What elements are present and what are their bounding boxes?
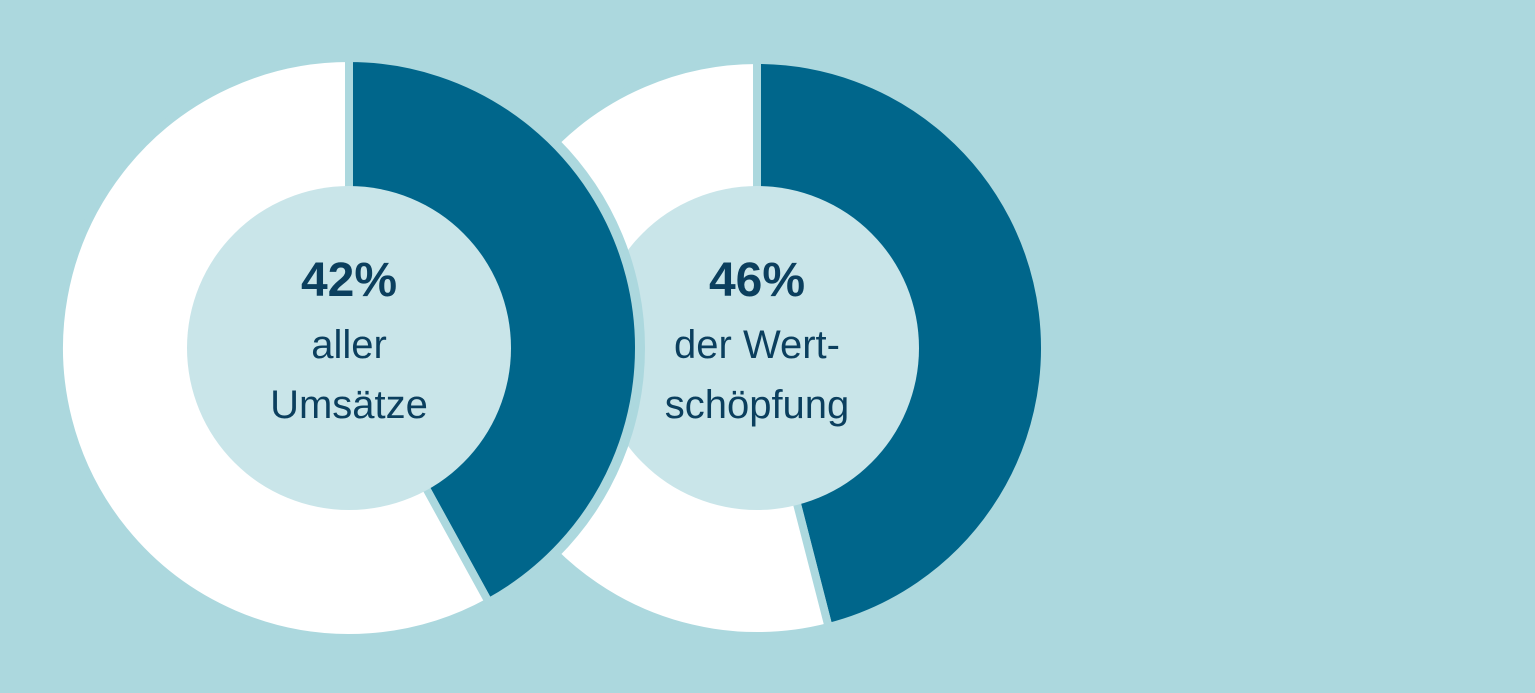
donut-rim [55, 54, 643, 642]
center-percentage: 42% [301, 254, 397, 307]
center-percentage: 46% [709, 254, 805, 307]
center-label-line-1: der Wert- [674, 323, 840, 367]
center-label-line-2: schöpfung [665, 383, 850, 427]
donut-chart-revenue: 42% aller Umsätze [53, 52, 645, 644]
center-label-line-2: Umsätze [270, 383, 428, 427]
donut-hole [187, 186, 511, 510]
center-label-line-1: aller [311, 323, 387, 367]
donut-hole [595, 186, 919, 510]
